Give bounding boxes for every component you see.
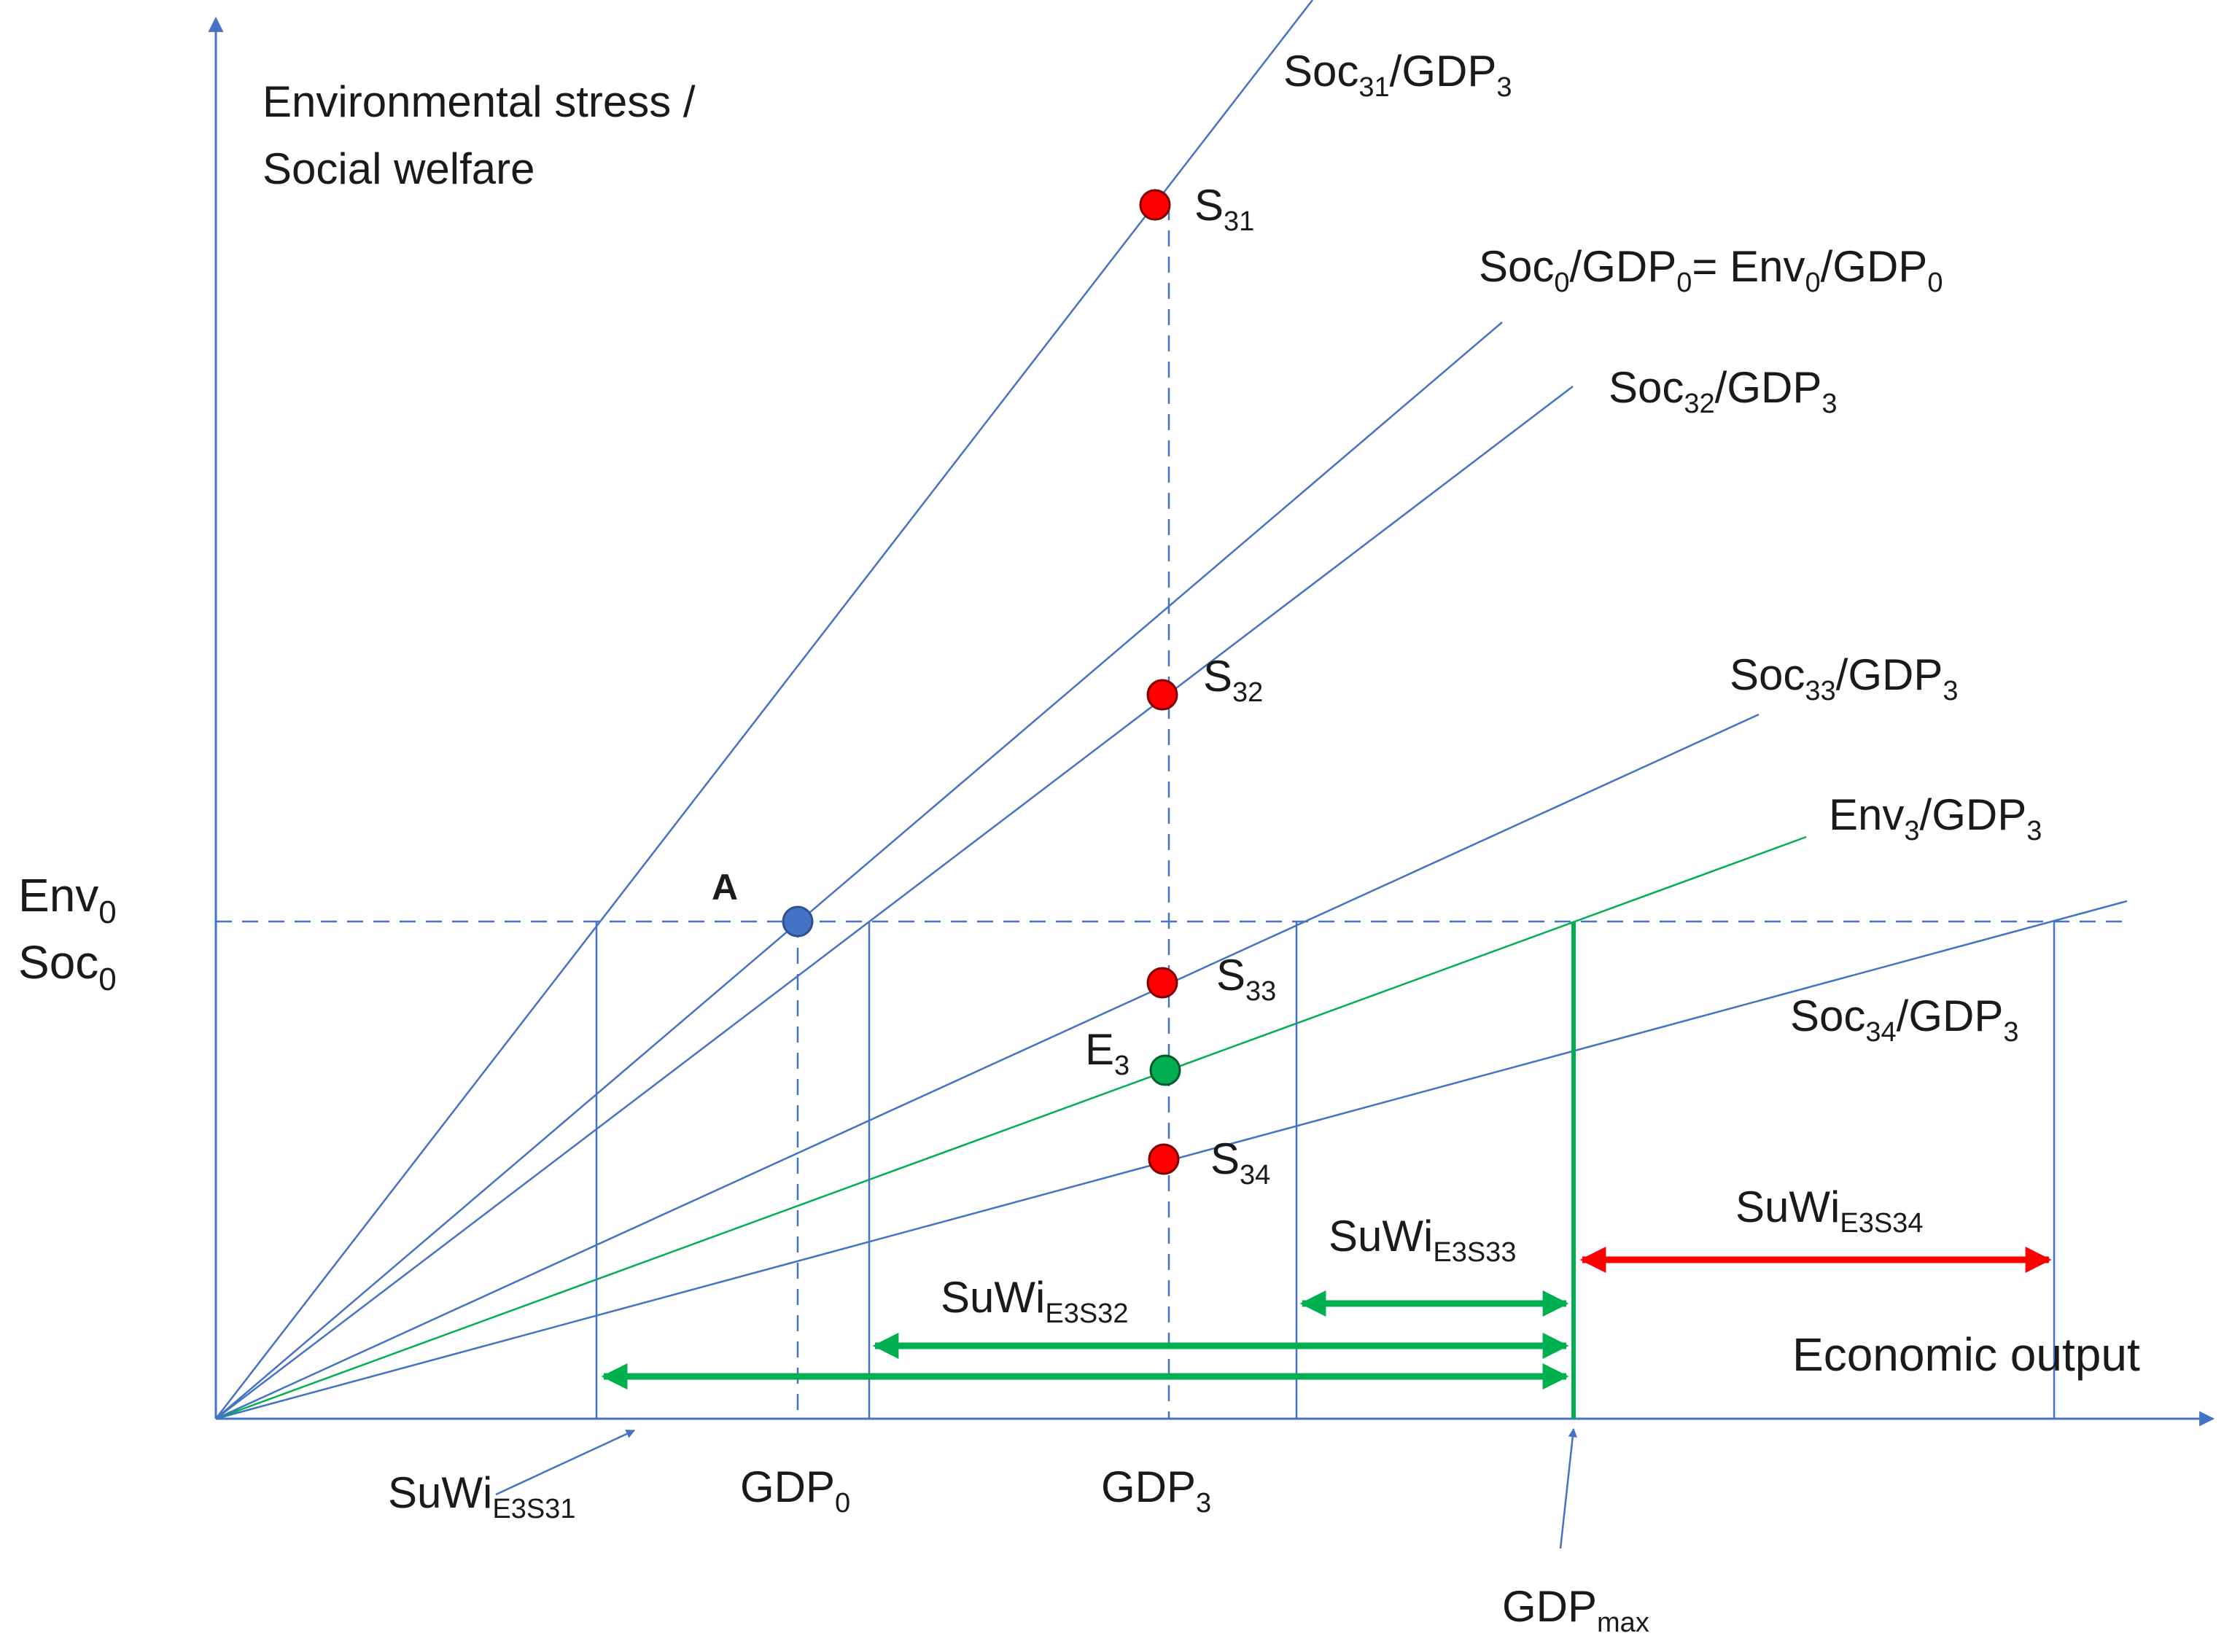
label-point-S31: S31 [1194,181,1254,237]
label-gdpmax: GDPmax [1502,1582,1649,1638]
label-suwi-e3s34: SuWiE3S34 [1735,1182,1923,1239]
ray-env3 [215,835,1807,1420]
label-soc32: Soc32/GDP3 [1609,363,1838,419]
x-axis-title: Economic output [1792,1328,2140,1381]
y-tick-soc0: Soc0 [18,936,117,997]
label-suwi-e3s32: SuWiE3S32 [941,1273,1128,1329]
label-soc31: Soc31/GDP3 [1283,47,1512,103]
label-soc33: Soc33/GDP3 [1730,650,1959,706]
label-suwi-e3s31: SuWiE3S31 [388,1468,575,1524]
label-point-S34: S34 [1210,1134,1270,1191]
ray-soc31 [215,0,1313,1419]
point-S31 [1139,189,1171,221]
y-axis-title-line2: Social welfare [263,144,535,193]
ray-soc32 [215,386,1574,1419]
label-suwi-e3s33: SuWiE3S33 [1329,1212,1516,1268]
label-gdp3: GDP3 [1101,1462,1211,1519]
point-E3 [1149,1054,1181,1086]
label-point-A: A [712,867,738,908]
y-tick-env0: Env0 [18,869,117,930]
callout-arrow-gdpmax [1559,1427,1577,1549]
point-S32 [1146,679,1178,711]
point-S33 [1146,967,1178,999]
label-point-S32: S32 [1203,652,1263,708]
point-A [782,905,814,938]
callout-arrow-suwi-e3s31 [495,1429,636,1496]
ray-soc33 [215,713,1760,1420]
label-env3: Env3/GDP3 [1829,790,2042,846]
ray-soc0 [215,322,1503,1419]
label-soc34: Soc34/GDP3 [1790,991,2019,1048]
label-soc0: Soc0/GDP0= Env0/GDP0 [1479,242,1943,298]
label-point-E3: E3 [1085,1025,1130,1081]
label-gdp0: GDP0 [740,1462,850,1519]
label-point-S33: S33 [1216,951,1276,1007]
y-axis-title-line1: Environmental stress / [263,77,696,126]
point-S34 [1148,1143,1180,1175]
